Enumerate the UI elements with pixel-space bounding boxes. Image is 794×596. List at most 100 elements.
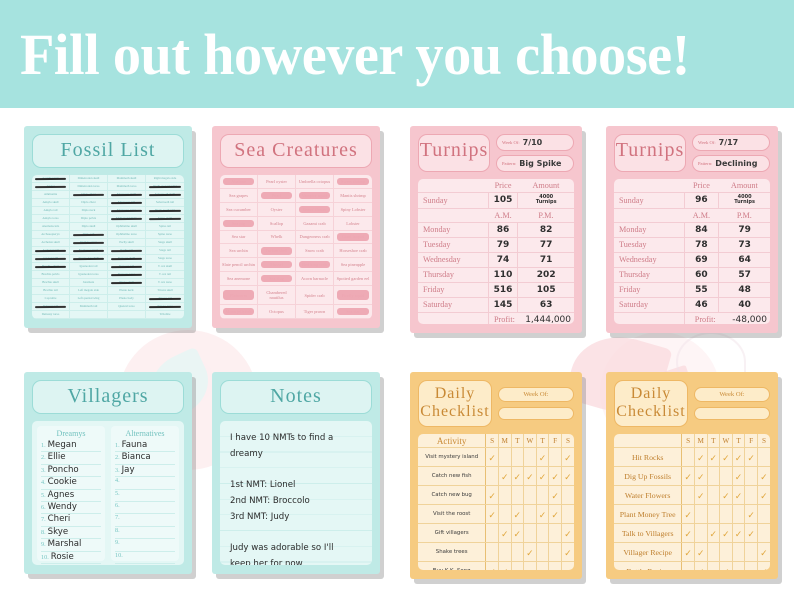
sea-creature-cell[interactable]: Sea slug <box>258 272 296 287</box>
checklist-checkbox-cell[interactable]: ✓ <box>536 504 550 525</box>
checklist-checkbox-cell[interactable]: ✓ <box>732 523 746 544</box>
sea-creature-cell[interactable]: Sea cucumber <box>220 202 258 217</box>
checklist-checkbox-cell[interactable]: ✓ <box>719 447 733 468</box>
turnip-profit-value[interactable]: 1,444,000 <box>517 312 574 324</box>
sea-creature-cell[interactable]: Umbrella octopus <box>296 175 334 189</box>
sea-creature-cell[interactable]: Octopus <box>258 305 296 319</box>
sea-creature-cell[interactable]: Firefly squid <box>334 286 372 306</box>
checklist-checkbox-cell[interactable]: ✓ <box>757 561 770 570</box>
checklist-checkbox-cell[interactable] <box>694 523 708 544</box>
checklist-checkbox-cell[interactable] <box>744 485 758 506</box>
fossil-cell[interactable]: Diplo skull <box>70 223 108 231</box>
fossil-cell[interactable]: Deinony tail <box>32 303 70 311</box>
fossil-cell[interactable]: T. rex skull <box>146 263 184 271</box>
checklist-checkbox-cell[interactable] <box>548 523 562 544</box>
dreamy-row[interactable]: 2. Ellie <box>41 452 101 465</box>
turnip-pm-value[interactable]: 79 <box>718 222 770 238</box>
fossil-cell[interactable]: Plesio body <box>108 295 146 303</box>
fossil-cell[interactable]: Pachy skull <box>108 239 146 247</box>
fossil-cell[interactable]: Juramaia <box>70 279 108 287</box>
checklist-checkbox-cell[interactable]: ✓ <box>744 523 758 544</box>
checklist-activity-name[interactable]: Catch new bug <box>418 485 487 506</box>
checklist-checkbox-cell[interactable]: ✓ <box>498 466 512 487</box>
fossil-cell[interactable]: Iguanodon torso <box>70 271 108 279</box>
fossil-cell[interactable]: Left quetzal wing <box>70 295 108 303</box>
fossil-cell[interactable]: Mammoth tail <box>70 303 108 311</box>
checklist-checkbox-cell[interactable]: ✓ <box>523 542 537 563</box>
turnip-am-value[interactable]: 145 <box>487 297 518 313</box>
checklist-checkbox-cell[interactable] <box>744 561 758 570</box>
fossil-cell[interactable]: T. rex tail <box>146 271 184 279</box>
checklist-checkbox-cell[interactable] <box>536 561 550 570</box>
fossil-cell[interactable]: Sabertooth skull <box>146 191 184 199</box>
dreamy-row[interactable]: 10. Rosie <box>41 552 101 564</box>
notes-text-area[interactable]: I have 10 NMTs to find a dreamy 1st NMT: L… <box>220 421 372 565</box>
fossil-cell[interactable]: Iguanodon skull <box>70 255 108 263</box>
fossil-cell[interactable]: Trilobite <box>146 311 184 319</box>
checklist-checkbox-cell[interactable]: ✓ <box>548 504 562 525</box>
sea-creature-cell[interactable]: Turban shell <box>258 244 296 259</box>
turnip-am-value[interactable]: 78 <box>683 237 719 253</box>
alternative-row[interactable]: 5. <box>115 490 175 502</box>
checklist-activity-name[interactable]: Water Flowers <box>614 485 683 506</box>
sea-creature-cell[interactable]: Pearl oyster <box>258 175 296 189</box>
turnip-pm-value[interactable]: 82 <box>517 222 574 238</box>
fossil-cell[interactable]: Spino skull <box>146 215 184 223</box>
fossil-cell[interactable]: Deinony torso <box>32 311 70 319</box>
sea-creature-cell[interactable]: Acorn barnacle <box>296 272 334 287</box>
dreamy-row[interactable]: 9. Marshal <box>41 539 101 552</box>
checklist-checkbox-cell[interactable]: ✓ <box>744 504 758 525</box>
checklist-checkbox-cell[interactable] <box>561 485 574 506</box>
checklist-checkbox-cell[interactable] <box>757 523 770 544</box>
fossil-cell[interactable]: Spino tail <box>146 223 184 231</box>
sea-creature-cell[interactable]: Spotted garden eel <box>334 272 372 287</box>
alternative-row[interactable]: 9. <box>115 539 175 552</box>
turnip-pm-value[interactable]: 48 <box>718 282 770 298</box>
fossil-cell[interactable]: Sabertooth tail <box>146 199 184 207</box>
alternative-row[interactable]: 8. <box>115 527 175 540</box>
checklist-checkbox-cell[interactable]: ✓ <box>707 447 721 468</box>
fossil-cell[interactable]: Anomalocaris <box>32 223 70 231</box>
sea-creature-cell[interactable]: Oyster <box>258 202 296 217</box>
checklist2-week-value[interactable] <box>694 407 770 420</box>
checklist-checkbox-cell[interactable] <box>681 447 695 468</box>
fossil-cell[interactable]: Right quetzal wing <box>146 183 184 191</box>
checklist-checkbox-cell[interactable]: ✓ <box>694 485 708 506</box>
checklist-checkbox-cell[interactable] <box>523 485 537 506</box>
sea-creature-cell[interactable]: Sea pig <box>220 216 258 231</box>
fossil-cell[interactable]: Plesio skull <box>108 279 146 287</box>
sea-creature-cell[interactable]: Spider crab <box>296 286 334 306</box>
checklist-checkbox-cell[interactable] <box>757 447 770 468</box>
checklist-checkbox-cell[interactable]: ✓ <box>536 466 550 487</box>
checklist-activity-name[interactable]: Visit mystery island <box>418 447 487 468</box>
fossil-cell[interactable]: Diplo chest <box>70 191 108 199</box>
checklist-checkbox-cell[interactable]: ✓ <box>561 542 574 563</box>
fossil-cell[interactable]: Archaeopteryx <box>32 231 70 239</box>
checklist-checkbox-cell[interactable]: ✓ <box>744 447 758 468</box>
dreamy-row[interactable]: 3. Poncho <box>41 465 101 478</box>
fossil-cell[interactable]: Parasaur tail <box>108 263 146 271</box>
fossil-cell[interactable]: Parasaur skull <box>108 255 146 263</box>
checklist-checkbox-cell[interactable]: ✓ <box>498 523 512 544</box>
fossil-cell[interactable]: Acanthostega <box>32 175 70 183</box>
fossil-cell[interactable]: Ankylo torso <box>32 215 70 223</box>
turnip-pm-value[interactable]: 64 <box>718 252 770 268</box>
checklist-checkbox-cell[interactable] <box>707 561 721 570</box>
sea-creature-cell[interactable]: Sea anemone <box>220 272 258 287</box>
checklist-checkbox-cell[interactable] <box>498 542 512 563</box>
fossil-cell[interactable]: Stego skull <box>146 239 184 247</box>
turnip-pm-value[interactable]: 77 <box>517 237 574 253</box>
sea-creature-cell[interactable]: Tiger prawn <box>296 305 334 319</box>
fossil-cell[interactable] <box>70 311 108 319</box>
checklist-checkbox-cell[interactable] <box>694 504 708 525</box>
checklist-activity-name[interactable]: Bottle Recipe <box>614 561 683 570</box>
checklist-checkbox-cell[interactable]: ✓ <box>732 447 746 468</box>
fossil-cell[interactable]: Brachio tail <box>32 287 70 295</box>
fossil-cell[interactable]: Archelon tail <box>32 247 70 255</box>
sea-creature-cell[interactable]: Dungeoness crab <box>296 230 334 245</box>
checklist-checkbox-cell[interactable] <box>523 561 537 570</box>
fossil-cell[interactable]: Left megalo side <box>70 287 108 295</box>
checklist-checkbox-cell[interactable]: ✓ <box>694 447 708 468</box>
checklist-checkbox-cell[interactable]: ✓ <box>561 466 574 487</box>
sea-creature-cell[interactable]: Slate pencil urchin <box>220 258 258 273</box>
